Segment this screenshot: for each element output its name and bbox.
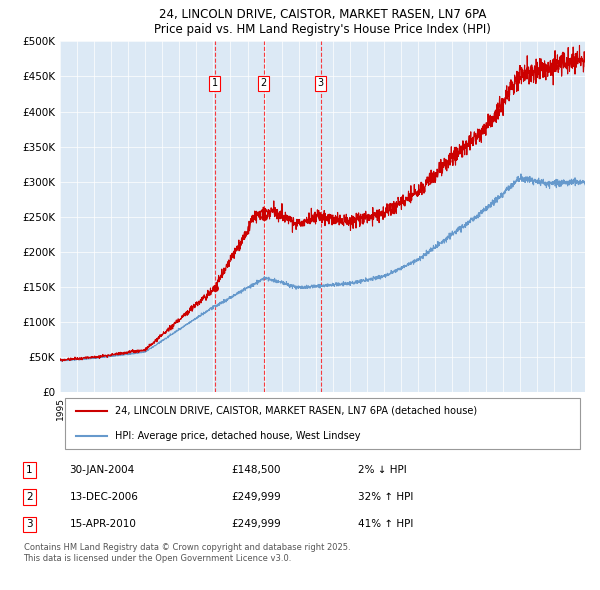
- Text: £148,500: £148,500: [231, 465, 280, 475]
- Text: 24, LINCOLN DRIVE, CAISTOR, MARKET RASEN, LN7 6PA (detached house): 24, LINCOLN DRIVE, CAISTOR, MARKET RASEN…: [115, 406, 477, 416]
- Text: 3: 3: [26, 519, 32, 529]
- Text: 41% ↑ HPI: 41% ↑ HPI: [358, 519, 413, 529]
- Text: 2% ↓ HPI: 2% ↓ HPI: [358, 465, 406, 475]
- Text: 30-JAN-2004: 30-JAN-2004: [70, 465, 135, 475]
- Text: 2: 2: [261, 78, 267, 88]
- Text: Contains HM Land Registry data © Crown copyright and database right 2025.
This d: Contains HM Land Registry data © Crown c…: [23, 543, 350, 563]
- Text: HPI: Average price, detached house, West Lindsey: HPI: Average price, detached house, West…: [115, 431, 361, 441]
- Text: £249,999: £249,999: [231, 492, 281, 502]
- Text: 15-APR-2010: 15-APR-2010: [70, 519, 136, 529]
- Text: 1: 1: [26, 465, 32, 475]
- Text: 3: 3: [317, 78, 323, 88]
- Text: 1: 1: [212, 78, 218, 88]
- Title: 24, LINCOLN DRIVE, CAISTOR, MARKET RASEN, LN7 6PA
Price paid vs. HM Land Registr: 24, LINCOLN DRIVE, CAISTOR, MARKET RASEN…: [154, 8, 491, 36]
- FancyBboxPatch shape: [65, 398, 580, 449]
- Text: £249,999: £249,999: [231, 519, 281, 529]
- Text: 2: 2: [26, 492, 32, 502]
- Text: 32% ↑ HPI: 32% ↑ HPI: [358, 492, 413, 502]
- Text: 13-DEC-2006: 13-DEC-2006: [70, 492, 139, 502]
